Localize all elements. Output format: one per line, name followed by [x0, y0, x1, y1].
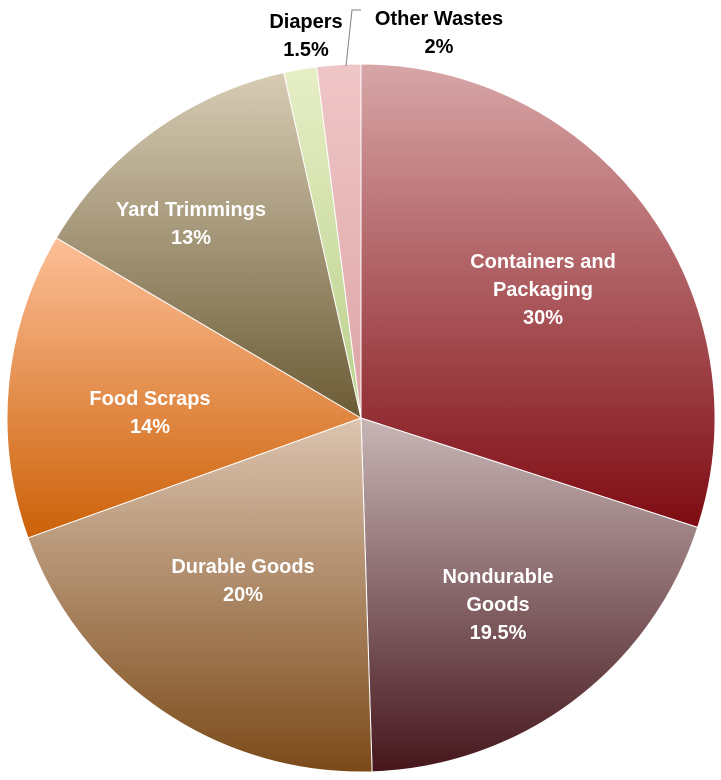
- leader-lines: [345, 9, 361, 67]
- leader-line-other-wastes: [345, 9, 361, 67]
- pie-slice-nondurable-goods: [360, 417, 699, 773]
- data-label-yard-trimmings: Yard Trimmings 13%: [116, 199, 266, 249]
- data-label-nondurable-goods: Nondurable Goods 19.5%: [442, 566, 553, 644]
- labels-layer: Containers and Packaging 30% Nondurable Good…: [89, 8, 615, 644]
- pie-slice-food-scraps: [6, 237, 363, 539]
- data-label-food-scraps: Food Scraps 14%: [89, 388, 210, 438]
- pie-slice-other-wastes: [316, 63, 362, 419]
- data-label-diapers: Diapers 1.5%: [269, 11, 342, 61]
- data-label-other-wastes: Other Wastes 2%: [375, 8, 503, 58]
- pie-slice-yard-trimmings: [55, 71, 362, 420]
- pie-slice-durable-goods: [27, 417, 373, 773]
- slices-layer: [6, 63, 716, 773]
- data-label-durable-goods: Durable Goods 20%: [171, 556, 314, 606]
- data-label-containers-and-packaging: Containers and Packaging 30%: [470, 251, 616, 329]
- pie-slice-containers-and-packaging: [360, 63, 716, 529]
